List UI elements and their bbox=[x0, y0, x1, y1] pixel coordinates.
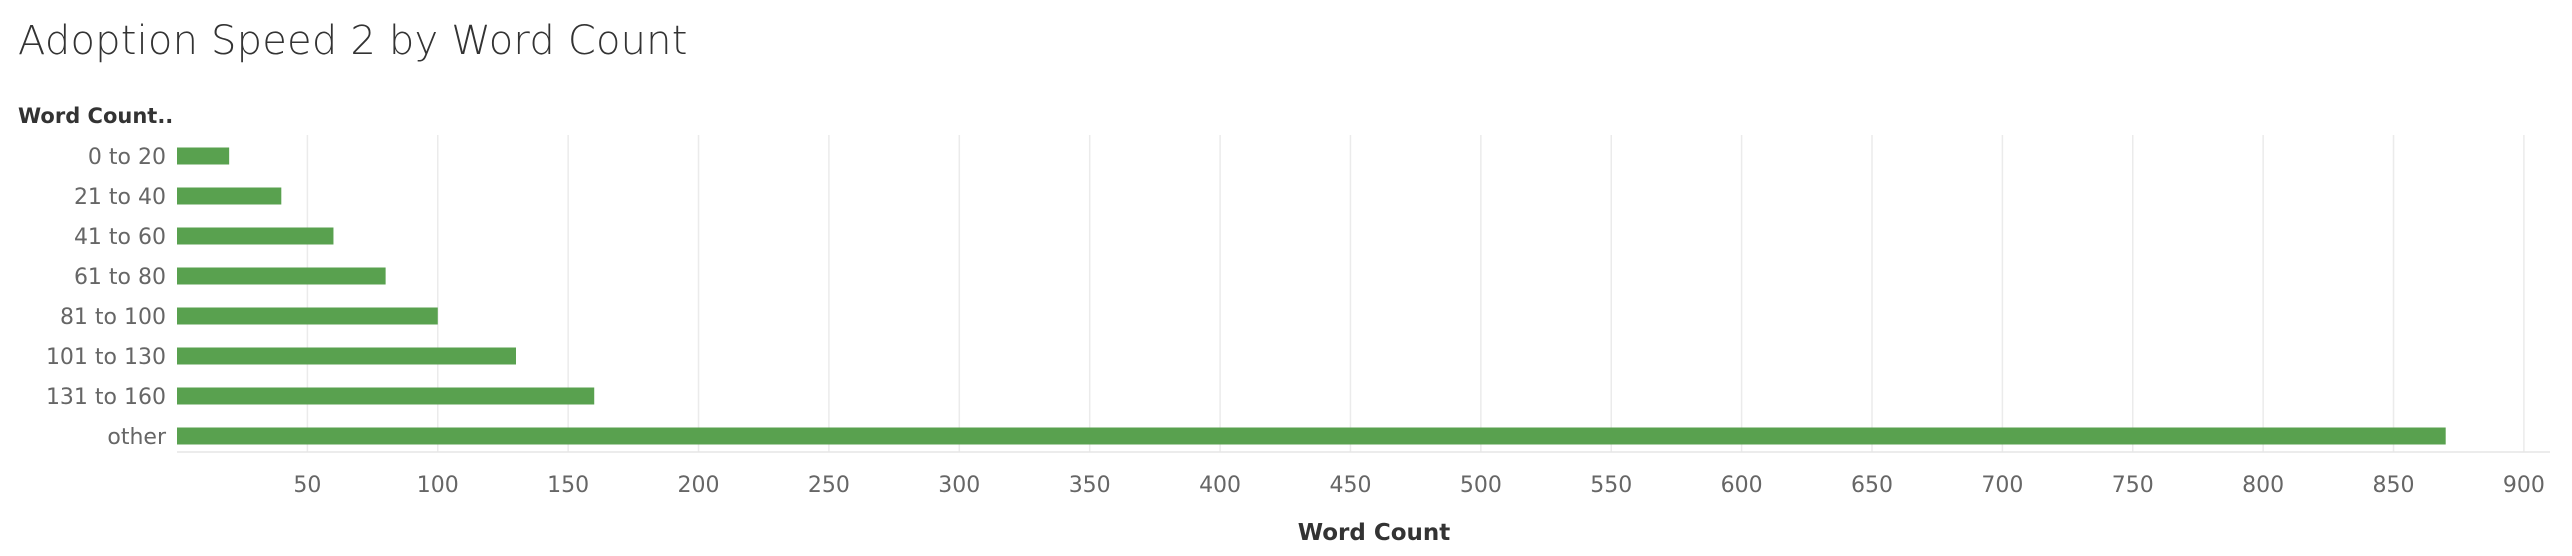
x-tick-label: 100 bbox=[417, 473, 459, 498]
x-tick-label: 500 bbox=[1460, 473, 1502, 498]
category-label: 131 to 160 bbox=[46, 385, 166, 410]
x-tick-label: 750 bbox=[2112, 473, 2154, 498]
x-tick-label: 800 bbox=[2242, 473, 2284, 498]
bar[interactable] bbox=[177, 427, 2446, 445]
x-tick-label: 700 bbox=[1981, 473, 2023, 498]
gridlines bbox=[177, 135, 2550, 453]
x-tick-label: 300 bbox=[938, 473, 980, 498]
x-tick-label: 250 bbox=[808, 473, 850, 498]
chart-title: Adoption Speed 2 by Word Count bbox=[18, 18, 688, 64]
category-label: 41 to 60 bbox=[74, 225, 166, 250]
x-tick-label: 550 bbox=[1590, 473, 1632, 498]
category-label: other bbox=[107, 425, 167, 450]
category-label: 0 to 20 bbox=[88, 145, 166, 170]
bar[interactable] bbox=[177, 147, 230, 165]
bar[interactable] bbox=[177, 347, 516, 365]
category-label: 101 to 130 bbox=[46, 345, 166, 370]
x-tick-label: 50 bbox=[293, 473, 321, 498]
x-axis-ticks: 50 100 150 200 250 300 350 400 450 500 550 600 650 70… bbox=[293, 473, 2545, 498]
x-tick-label: 200 bbox=[678, 473, 720, 498]
category-label: 81 to 100 bbox=[60, 305, 166, 330]
category-label: 61 to 80 bbox=[74, 265, 166, 290]
x-tick-label: 600 bbox=[1721, 473, 1763, 498]
x-tick-label: 650 bbox=[1851, 473, 1893, 498]
x-axis-title: Word Count bbox=[1298, 520, 1451, 546]
bars bbox=[177, 147, 2446, 445]
category-labels: 0 to 20 21 to 40 41 to 60 61 to 80 81 to 100… bbox=[46, 145, 167, 450]
x-tick-label: 150 bbox=[547, 473, 589, 498]
x-tick-label: 350 bbox=[1069, 473, 1111, 498]
category-label: 21 to 40 bbox=[74, 185, 166, 210]
bar[interactable] bbox=[177, 267, 386, 285]
x-tick-label: 850 bbox=[2373, 473, 2415, 498]
x-tick-label: 900 bbox=[2503, 473, 2545, 498]
x-tick-label: 400 bbox=[1199, 473, 1241, 498]
bar[interactable] bbox=[177, 307, 438, 325]
bar[interactable] bbox=[177, 187, 282, 205]
x-tick-label: 450 bbox=[1329, 473, 1371, 498]
category-header: Word Count.. bbox=[18, 104, 173, 128]
bar[interactable] bbox=[177, 227, 334, 245]
bar[interactable] bbox=[177, 387, 595, 405]
